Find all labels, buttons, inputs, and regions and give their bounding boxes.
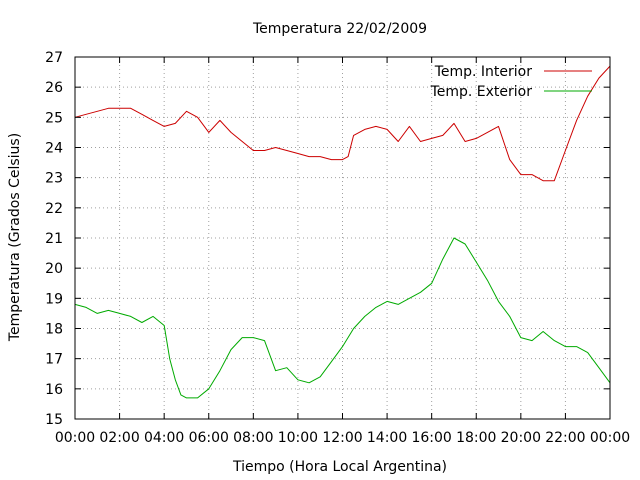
- series-layer: [74, 65, 611, 399]
- y-tick-label: 22: [45, 201, 63, 217]
- x-tick-label: 10:00: [278, 430, 318, 446]
- y-tick-label: 19: [45, 291, 63, 307]
- x-tick-label: 02:00: [99, 430, 139, 446]
- x-tick-label: 00:00: [55, 430, 95, 446]
- grid: [75, 57, 610, 419]
- x-tick-label: 22:00: [545, 430, 585, 446]
- series-line-interior: [74, 65, 611, 182]
- y-tick-label: 25: [45, 110, 63, 126]
- legend-label-interior: Temp. Interior: [434, 64, 533, 80]
- y-tick-label: 20: [45, 261, 63, 277]
- ticks: 00:00 02:00 04:00 06:00 08:00 10:00 12:00 14:00…: [45, 50, 630, 446]
- x-axis-label: Tiempo (Hora Local Argentina): [232, 459, 447, 475]
- legend-label-exterior: Temp. Exterior: [430, 84, 533, 100]
- y-tick-label: 18: [45, 322, 63, 338]
- y-tick-label: 24: [45, 141, 63, 157]
- y-tick-label: 27: [45, 50, 63, 66]
- y-tick-label: 15: [45, 412, 63, 428]
- x-tick-label: 16:00: [411, 430, 451, 446]
- x-tick-label: 04:00: [144, 430, 184, 446]
- x-tick-label: 08:00: [233, 430, 273, 446]
- y-tick-label: 21: [45, 231, 63, 247]
- x-tick-label: 00:00: [590, 430, 630, 446]
- chart-title: Temperatura 22/02/2009: [252, 21, 427, 37]
- x-tick-label: 18:00: [456, 430, 496, 446]
- x-tick-label: 06:00: [189, 430, 229, 446]
- y-tick-label: 16: [45, 382, 63, 398]
- y-tick-label: 23: [45, 171, 63, 187]
- plot-frame: [74, 56, 611, 420]
- y-tick-label: 17: [45, 352, 63, 368]
- y-tick-label: 26: [45, 80, 63, 96]
- x-tick-label: 20:00: [501, 430, 541, 446]
- x-tick-label: 12:00: [322, 430, 362, 446]
- y-axis-label: Temperatura (Grados Celsius): [7, 133, 23, 342]
- x-tick-label: 14:00: [367, 430, 407, 446]
- series-line-exterior: [74, 237, 611, 399]
- legend: Temp. Interior Temp. Exterior: [430, 64, 592, 100]
